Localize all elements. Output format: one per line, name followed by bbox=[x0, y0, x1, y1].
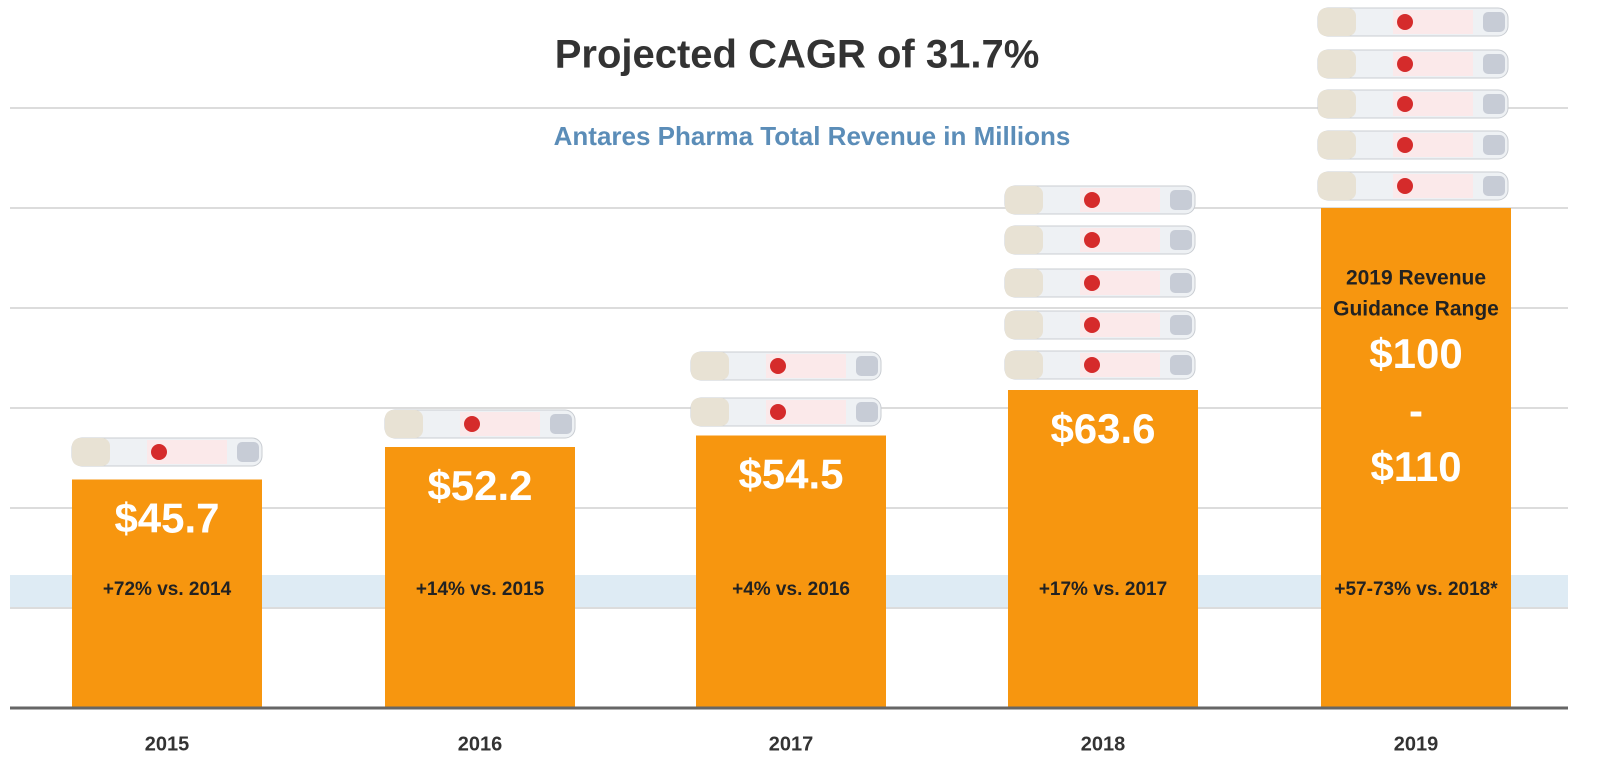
growth-label: +72% vs. 2014 bbox=[103, 579, 232, 600]
value-label: $100 bbox=[1369, 330, 1462, 377]
value-label: $54.5 bbox=[738, 451, 843, 498]
x-tick-label: 2019 bbox=[1394, 733, 1439, 755]
growth-label: +4% vs. 2016 bbox=[732, 579, 850, 600]
pens bbox=[72, 8, 1508, 466]
growth-label: +57-73% vs. 2018* bbox=[1334, 579, 1498, 600]
growth-label: +17% vs. 2017 bbox=[1039, 579, 1167, 600]
x-tick-label: 2015 bbox=[145, 733, 190, 755]
x-tick-label: 2017 bbox=[769, 733, 814, 755]
growth-label: +14% vs. 2015 bbox=[416, 579, 545, 600]
x-tick-label: 2018 bbox=[1081, 733, 1126, 755]
guidance-separator: - bbox=[1409, 387, 1423, 434]
value-label: $52.2 bbox=[427, 462, 532, 509]
x-tick-label: 2016 bbox=[458, 733, 503, 755]
chart-subtitle: Antares Pharma Total Revenue in Millions bbox=[554, 121, 1071, 151]
value-label: $45.7 bbox=[114, 495, 219, 542]
chart: Projected CAGR of 31.7% Antares Pharma T… bbox=[0, 0, 1603, 773]
guidance-label: Guidance Range bbox=[1333, 298, 1499, 321]
chart-title: Projected CAGR of 31.7% bbox=[555, 33, 1040, 77]
guidance-label: 2019 Revenue bbox=[1346, 267, 1486, 290]
page: {"chart_data": { "type": "bar", "title":… bbox=[0, 0, 1603, 773]
guidance-high-label: $110 bbox=[1370, 443, 1461, 490]
value-label: $63.6 bbox=[1050, 405, 1155, 452]
